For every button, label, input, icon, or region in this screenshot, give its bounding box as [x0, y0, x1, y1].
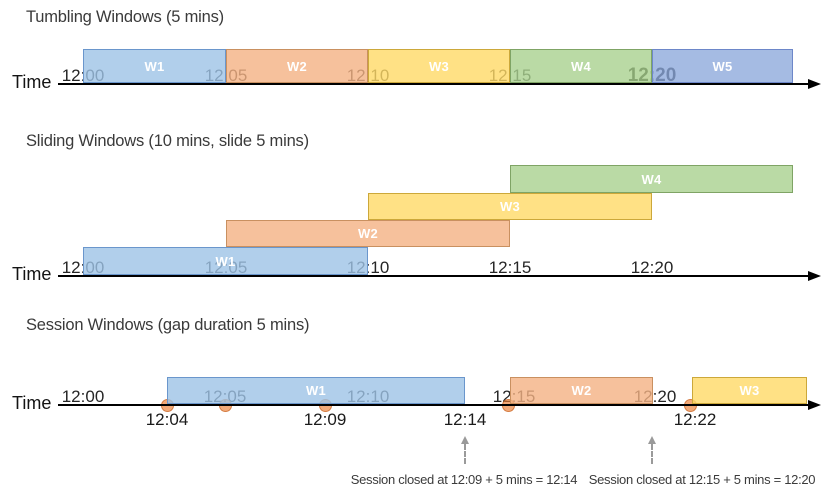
- session-timeline-arrowhead-icon: [808, 400, 821, 410]
- sliding-window-w1: W1: [83, 247, 368, 275]
- sliding-window-w2: W2: [226, 220, 510, 247]
- window-label: W5: [712, 58, 733, 74]
- callout-arrowhead-icon: [648, 436, 656, 444]
- session-window-w2: W2: [510, 377, 653, 404]
- sliding-section-title: Sliding Windows (10 mins, slide 5 mins): [26, 132, 309, 150]
- session-window-w3: W3: [692, 377, 807, 404]
- event-time-label: 12:22: [673, 410, 717, 429]
- tumbling-timeline: [58, 83, 810, 85]
- tumbling-window-w1: W1: [83, 49, 226, 83]
- window-label: W4: [570, 58, 592, 74]
- event-time-label: 12:04: [145, 410, 189, 429]
- tumbling-section-title: Tumbling Windows (5 mins): [26, 8, 224, 26]
- window-label: W4: [641, 171, 662, 187]
- sliding-tick-label: 12:15: [488, 258, 532, 277]
- window-label: W2: [571, 383, 592, 398]
- window-label: W1: [144, 58, 165, 74]
- window-label: W3: [499, 199, 521, 214]
- session-window-w1: W1: [167, 377, 465, 404]
- session-time-axis-label: Time: [12, 393, 52, 413]
- sliding-tick-label: 12:20: [630, 258, 674, 277]
- tumbling-time-axis-label: Time: [12, 72, 52, 92]
- window-label: W2: [286, 58, 308, 74]
- sliding-window-w3: W3: [368, 193, 652, 220]
- sliding-time-axis-label: Time: [12, 264, 52, 284]
- tumbling-window-w2: W2: [226, 49, 368, 83]
- callout-arrow-line: [651, 444, 653, 464]
- session-timeline: [58, 404, 810, 406]
- session-closed-annotation: Session closed at 12:09 + 5 mins = 12:14: [350, 472, 578, 487]
- sliding-timeline: [58, 275, 810, 277]
- session-closed-annotation: Session closed at 12:15 + 5 mins = 12:20: [588, 472, 816, 487]
- tumbling-window-w4: W4: [510, 49, 652, 83]
- tumbling-timeline-arrowhead-icon: [808, 79, 821, 89]
- session-tick-label: 12:00: [61, 387, 105, 406]
- sliding-window-w4: W4: [510, 165, 793, 193]
- tumbling-window-w3: W3: [368, 49, 510, 83]
- tumbling-window-w5: W5: [652, 49, 793, 83]
- callout-arrow-line: [464, 444, 466, 464]
- window-label: W3: [739, 383, 760, 398]
- event-time-label: 12:09: [303, 410, 347, 429]
- window-label: W3: [428, 58, 450, 74]
- callout-arrowhead-icon: [461, 436, 469, 444]
- window-label: W1: [215, 253, 236, 269]
- sliding-timeline-arrowhead-icon: [808, 271, 821, 281]
- window-label: W2: [357, 226, 379, 241]
- event-time-label: 12:14: [443, 410, 487, 429]
- window-label: W1: [305, 383, 327, 398]
- session-section-title: Session Windows (gap duration 5 mins): [26, 316, 310, 334]
